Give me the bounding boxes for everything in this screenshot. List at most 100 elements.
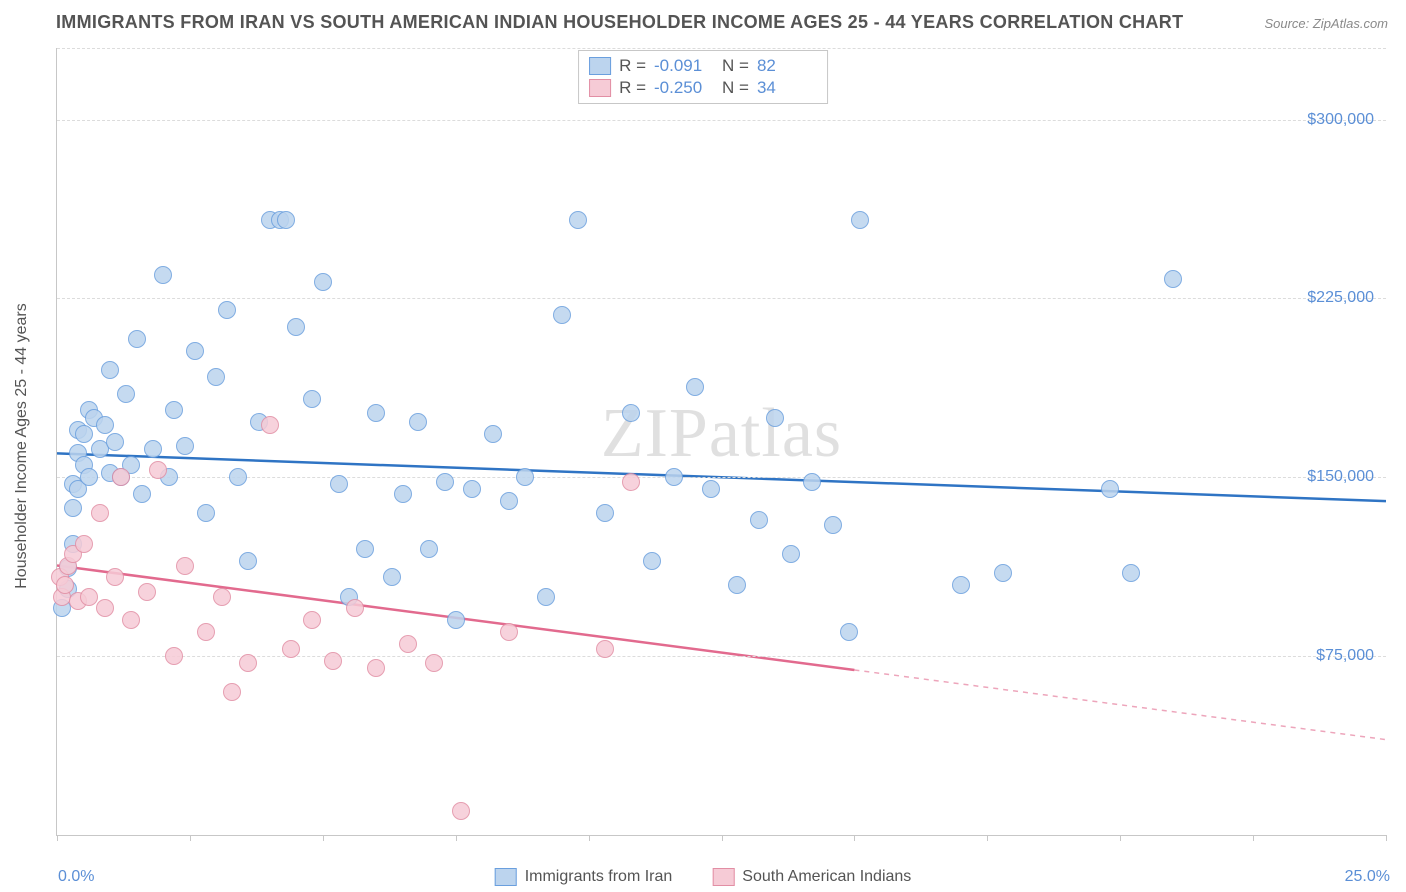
data-point-iran	[330, 475, 348, 493]
trend-line-extrapolated-sai	[854, 670, 1386, 740]
data-point-iran	[117, 385, 135, 403]
gridline	[57, 477, 1386, 478]
data-point-sai	[56, 576, 74, 594]
data-point-sai	[197, 623, 215, 641]
trend-lines-layer	[57, 48, 1386, 835]
data-point-iran	[64, 499, 82, 517]
data-point-sai	[261, 416, 279, 434]
gridline	[57, 120, 1386, 121]
legend-label-iran: Immigrants from Iran	[525, 868, 673, 886]
data-point-iran	[596, 504, 614, 522]
data-point-sai	[80, 588, 98, 606]
x-tick	[854, 835, 855, 841]
data-point-sai	[282, 640, 300, 658]
legend-swatch-iran	[495, 868, 517, 886]
data-point-iran	[728, 576, 746, 594]
data-point-iran	[750, 511, 768, 529]
data-point-iran	[463, 480, 481, 498]
data-point-iran	[96, 416, 114, 434]
data-point-iran	[766, 409, 784, 427]
x-axis-min-label: 0.0%	[58, 868, 94, 886]
x-tick	[190, 835, 191, 841]
data-point-iran	[500, 492, 518, 510]
data-point-sai	[165, 647, 183, 665]
data-point-iran	[409, 413, 427, 431]
x-tick	[1120, 835, 1121, 841]
data-point-iran	[165, 401, 183, 419]
data-point-iran	[394, 485, 412, 503]
data-point-sai	[324, 652, 342, 670]
data-point-sai	[425, 654, 443, 672]
y-tick-label: $300,000	[1307, 111, 1374, 129]
data-point-iran	[1164, 270, 1182, 288]
data-point-sai	[452, 802, 470, 820]
data-point-iran	[367, 404, 385, 422]
correlation-stats-legend: R = -0.091 N = 82 R = -0.250 N = 34	[578, 50, 828, 104]
y-tick-label: $225,000	[1307, 289, 1374, 307]
data-point-iran	[277, 211, 295, 229]
data-point-sai	[75, 535, 93, 553]
data-point-sai	[223, 683, 241, 701]
data-point-sai	[112, 468, 130, 486]
data-point-iran	[569, 211, 587, 229]
series-legend: Immigrants from Iran South American Indi…	[495, 868, 912, 886]
legend-swatch-sai	[712, 868, 734, 886]
data-point-iran	[537, 588, 555, 606]
data-point-iran	[803, 473, 821, 491]
r-value-sai: -0.250	[654, 78, 714, 98]
data-point-iran	[824, 516, 842, 534]
data-point-iran	[840, 623, 858, 641]
data-point-sai	[176, 557, 194, 575]
swatch-iran	[589, 57, 611, 75]
data-point-iran	[383, 568, 401, 586]
data-point-iran	[553, 306, 571, 324]
x-tick	[57, 835, 58, 841]
data-point-sai	[239, 654, 257, 672]
data-point-iran	[420, 540, 438, 558]
data-point-iran	[239, 552, 257, 570]
n-value-iran: 82	[757, 56, 817, 76]
x-tick	[456, 835, 457, 841]
stats-row-sai: R = -0.250 N = 34	[589, 77, 817, 99]
data-point-iran	[133, 485, 151, 503]
x-tick	[323, 835, 324, 841]
data-point-sai	[138, 583, 156, 601]
data-point-iran	[436, 473, 454, 491]
data-point-sai	[346, 599, 364, 617]
data-point-sai	[622, 473, 640, 491]
x-tick	[1386, 835, 1387, 841]
data-point-sai	[500, 623, 518, 641]
data-point-iran	[75, 425, 93, 443]
legend-item-sai: South American Indians	[712, 868, 911, 886]
data-point-iran	[314, 273, 332, 291]
gridline	[57, 298, 1386, 299]
data-point-iran	[643, 552, 661, 570]
data-point-iran	[1122, 564, 1140, 582]
data-point-iran	[356, 540, 374, 558]
data-point-iran	[229, 468, 247, 486]
data-point-sai	[106, 568, 124, 586]
x-axis-max-label: 25.0%	[1345, 868, 1390, 886]
data-point-iran	[186, 342, 204, 360]
gridline	[57, 656, 1386, 657]
data-point-iran	[994, 564, 1012, 582]
r-value-iran: -0.091	[654, 56, 714, 76]
y-axis-label: Householder Income Ages 25 - 44 years	[13, 303, 31, 589]
data-point-sai	[149, 461, 167, 479]
data-point-sai	[213, 588, 231, 606]
data-point-iran	[686, 378, 704, 396]
data-point-sai	[96, 599, 114, 617]
data-point-iran	[154, 266, 172, 284]
data-point-iran	[702, 480, 720, 498]
x-tick	[987, 835, 988, 841]
data-point-iran	[287, 318, 305, 336]
data-point-iran	[665, 468, 683, 486]
data-point-iran	[80, 468, 98, 486]
data-point-iran	[622, 404, 640, 422]
data-point-iran	[101, 361, 119, 379]
legend-label-sai: South American Indians	[742, 868, 911, 886]
data-point-iran	[1101, 480, 1119, 498]
x-tick	[722, 835, 723, 841]
data-point-iran	[144, 440, 162, 458]
x-tick	[1253, 835, 1254, 841]
